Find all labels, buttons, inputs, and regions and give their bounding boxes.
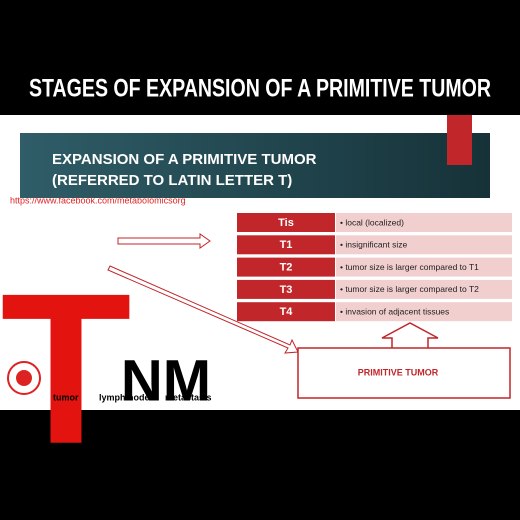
header-line: (REFERRED TO LATIN LETTER T) (52, 172, 292, 189)
stage-desc: • invasion of adjacent tissues (340, 306, 449, 316)
accent-bar (447, 115, 472, 165)
up-arrow (381, 322, 439, 348)
stage-code-cell (237, 302, 335, 322)
stage-desc: • insignificant size (340, 240, 408, 250)
label: metastasis (165, 392, 212, 402)
stage-code: Tis (278, 217, 294, 229)
stage-desc-cell (336, 235, 512, 255)
stage-code: T1 (280, 239, 293, 251)
stage-code-cell (237, 279, 335, 299)
nm-letters: NM (121, 348, 211, 413)
stage-desc: • tumor size is larger compared to T1 (340, 262, 479, 272)
stage-code: T4 (280, 306, 294, 318)
stage-desc-cell (336, 257, 512, 277)
stage-code-cell (237, 257, 335, 277)
stage-desc-cell (336, 302, 512, 322)
stage-code: T3 (280, 284, 293, 296)
arrow (117, 233, 211, 249)
box-label: PRIMITIVE TUMOR (358, 367, 439, 377)
arrow (107, 265, 299, 354)
header-line: EXPANSION OF A PRIMITIVE TUMOR (52, 151, 317, 168)
url: https://www.facebook.com/metabolomicsorg (10, 195, 186, 205)
stage-desc: • tumor size is larger compared to T2 (340, 284, 479, 294)
label: lymph node (99, 392, 150, 402)
tumor-box (297, 347, 511, 399)
label: tumor (53, 392, 79, 402)
slide-header (20, 133, 490, 198)
stage-code: T2 (280, 262, 293, 274)
page-title: STAGES OF EXPANSION OF A PRIMITIVE TUMOR (29, 75, 491, 103)
stage-code-cell (237, 213, 335, 232)
stage-desc: • local (localized) (340, 217, 404, 227)
stage-desc-cell (336, 213, 512, 232)
stage-code-cell (237, 235, 335, 255)
logo (7, 361, 41, 395)
stage-desc-cell (336, 279, 512, 299)
